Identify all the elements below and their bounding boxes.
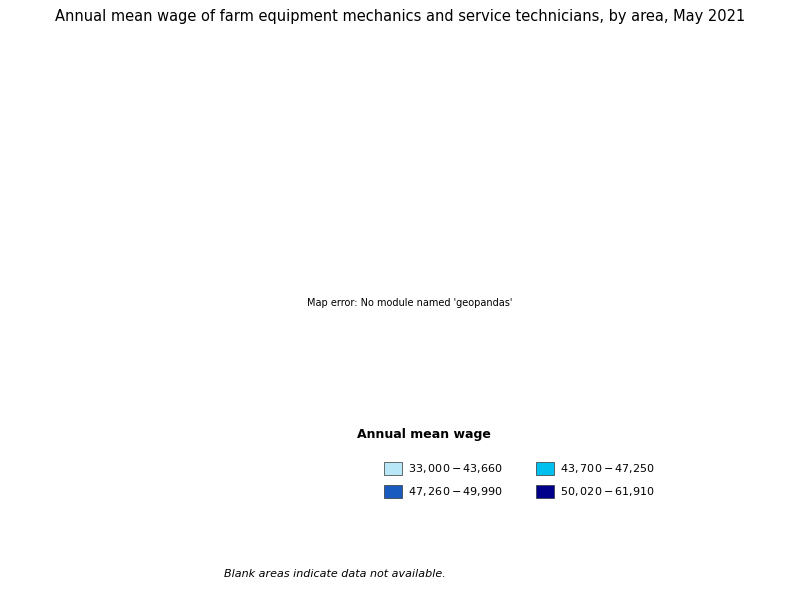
Text: $47,260 - $49,990: $47,260 - $49,990 — [408, 485, 503, 498]
Text: $43,700 - $47,250: $43,700 - $47,250 — [560, 462, 655, 475]
Text: $33,000 - $43,660: $33,000 - $43,660 — [408, 462, 503, 475]
Text: Annual mean wage: Annual mean wage — [357, 428, 491, 441]
Text: $50,020 - $61,910: $50,020 - $61,910 — [560, 485, 655, 498]
Text: Annual mean wage of farm equipment mechanics and service technicians, by area, M: Annual mean wage of farm equipment mecha… — [55, 9, 745, 24]
Text: Map error: No module named 'geopandas': Map error: No module named 'geopandas' — [307, 298, 513, 308]
Text: Blank areas indicate data not available.: Blank areas indicate data not available. — [224, 569, 446, 579]
